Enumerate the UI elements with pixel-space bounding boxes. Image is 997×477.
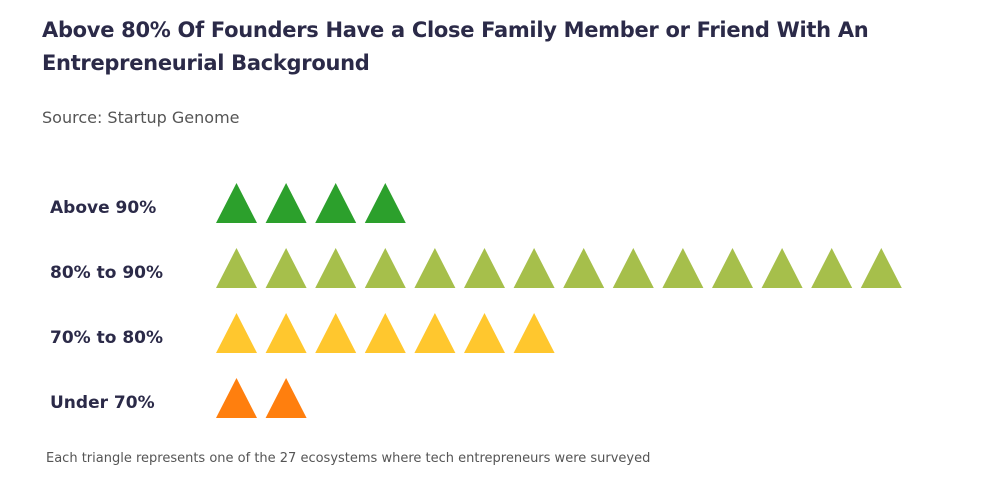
chart-title: Above 80% Of Founders Have a Close Famil… — [42, 18, 869, 75]
chart-note: Each triangle represents one of the 27 e… — [46, 451, 651, 466]
triangle-mark — [216, 313, 257, 353]
triangle-mark — [315, 248, 357, 288]
triangle-mark — [414, 313, 456, 353]
triangle-mark — [265, 313, 307, 353]
triangle-mark — [315, 183, 357, 223]
category-label: 70% to 80% — [50, 328, 164, 348]
triangle-mark — [563, 248, 605, 288]
triangle-mark — [513, 248, 555, 288]
triangle-mark — [265, 378, 307, 418]
triangle-mark — [216, 248, 257, 288]
chart-subtitle: Source: Startup Genome — [42, 108, 240, 127]
triangle-mark — [265, 183, 307, 223]
triangle-mark — [216, 378, 257, 418]
triangle-mark — [315, 313, 357, 353]
triangle-mark — [414, 248, 456, 288]
category-label: Above 90% — [50, 198, 157, 218]
triangle-mark — [612, 248, 654, 288]
triangle-mark — [364, 248, 406, 288]
triangle-mark — [811, 248, 853, 288]
category-label: 80% to 90% — [50, 263, 164, 283]
triangle-mark — [464, 313, 505, 353]
category-label: Under 70% — [50, 393, 155, 413]
triangle-mark — [662, 248, 704, 288]
triangle-mark — [216, 183, 257, 223]
triangle-mark — [364, 313, 406, 353]
triangle-mark — [364, 183, 406, 223]
triangle-mark — [761, 248, 803, 288]
triangle-mark — [712, 248, 753, 288]
triangle-mark — [860, 248, 902, 288]
triangle-mark — [513, 313, 555, 353]
triangle-mark — [265, 248, 307, 288]
triangle-mark — [464, 248, 505, 288]
